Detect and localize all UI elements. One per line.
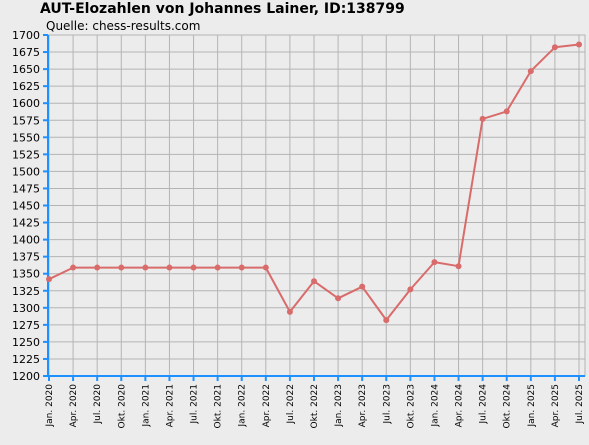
data-point: [455, 263, 462, 270]
x-tick-label: Jan. 2024: [430, 384, 440, 428]
x-tick-label: Okt. 2024: [503, 384, 513, 429]
data-point: [142, 264, 149, 271]
y-tick-label: 1600: [12, 97, 40, 110]
y-tick-label: 1200: [12, 370, 40, 383]
data-point: [214, 264, 221, 271]
data-point: [238, 264, 245, 271]
x-tick-label: Apr. 2021: [165, 384, 175, 427]
x-tick-label: Jul. 2021: [190, 384, 200, 425]
data-point: [503, 108, 510, 115]
x-tick-label: Apr. 2020: [69, 384, 79, 428]
y-tick-label: 1275: [12, 319, 40, 332]
y-tick-label: 1650: [12, 63, 40, 76]
grid: [47, 34, 586, 377]
data-point: [335, 295, 342, 302]
y-tick-label: 1675: [12, 46, 40, 59]
y-tick-label: 1550: [12, 131, 40, 144]
data-point: [94, 264, 101, 271]
x-tick-label: Jul. 2024: [479, 384, 489, 425]
x-tick-label: Jan. 2022: [238, 384, 248, 428]
y-tick-label: 1475: [12, 182, 40, 195]
x-tick-label: Okt. 2020: [117, 384, 127, 429]
y-tick-label: 1300: [12, 302, 40, 315]
y-tick-label: 1400: [12, 234, 40, 247]
data-point: [118, 264, 125, 271]
axes: [43, 34, 585, 381]
x-tick-label: Jul. 2020: [93, 384, 103, 425]
chart-title: AUT-Elozahlen von Johannes Lainer, ID:13…: [40, 1, 405, 17]
x-tick-label: Okt. 2022: [310, 384, 320, 428]
x-tick-label: Apr. 2022: [262, 384, 272, 427]
data-point: [311, 278, 317, 285]
y-tick-label: 1375: [12, 251, 40, 264]
data-point: [359, 283, 366, 290]
data-point: [431, 259, 438, 266]
x-tick-label: Okt. 2021: [214, 384, 224, 428]
y-tick-label: 1450: [12, 200, 40, 213]
y-tick-label: 1350: [12, 268, 40, 281]
data-point: [70, 264, 77, 271]
x-tick-label: Jul. 2022: [286, 384, 296, 425]
data-point: [166, 264, 173, 271]
x-tick-label: Okt. 2023: [406, 384, 416, 428]
data-point: [407, 286, 414, 293]
data-point: [576, 41, 582, 48]
y-tick-label: 1575: [12, 114, 40, 127]
y-tick-label: 1525: [12, 148, 40, 161]
x-tick-label: Jul. 2025: [575, 384, 585, 425]
data-point: [383, 317, 390, 324]
data-point: [527, 68, 534, 75]
x-tick-label: Jul. 2023: [382, 384, 392, 425]
y-tick-label: 1700: [12, 29, 40, 42]
y-tick-label: 1625: [12, 80, 40, 93]
x-tick-labels: Jan. 2020 Apr. 2020 Jul. 2020 Okt. 2020 Jan.…: [45, 384, 585, 429]
x-tick-label: Jan. 2020: [45, 384, 55, 428]
data-point: [46, 276, 52, 283]
x-tick-label: Jan. 2023: [334, 384, 344, 428]
x-tick-label: Apr. 2025: [551, 384, 561, 427]
y-tick-label: 1225: [12, 353, 40, 366]
x-tick-label: Jan. 2025: [527, 384, 537, 428]
x-tick-label: Apr. 2024: [455, 384, 465, 428]
y-tick-label: 1500: [12, 165, 40, 178]
series: [46, 41, 582, 324]
data-point: [286, 308, 293, 315]
y-tick-label: 1250: [12, 336, 40, 349]
x-tick-label: Apr. 2023: [358, 384, 368, 427]
y-tick-label: 1325: [12, 285, 40, 298]
y-tick-label: 1425: [12, 217, 40, 230]
data-point: [551, 44, 558, 51]
data-point: [479, 115, 486, 122]
chart-subtitle: Quelle: chess-results.com: [46, 19, 201, 33]
data-point: [190, 264, 197, 271]
y-tick-labels: 1200 1225 1250 1275 1300 1325 1350 1375 1400 1425…: [12, 29, 40, 383]
data-point: [262, 264, 269, 271]
x-tick-label: Jan. 2021: [141, 384, 151, 428]
